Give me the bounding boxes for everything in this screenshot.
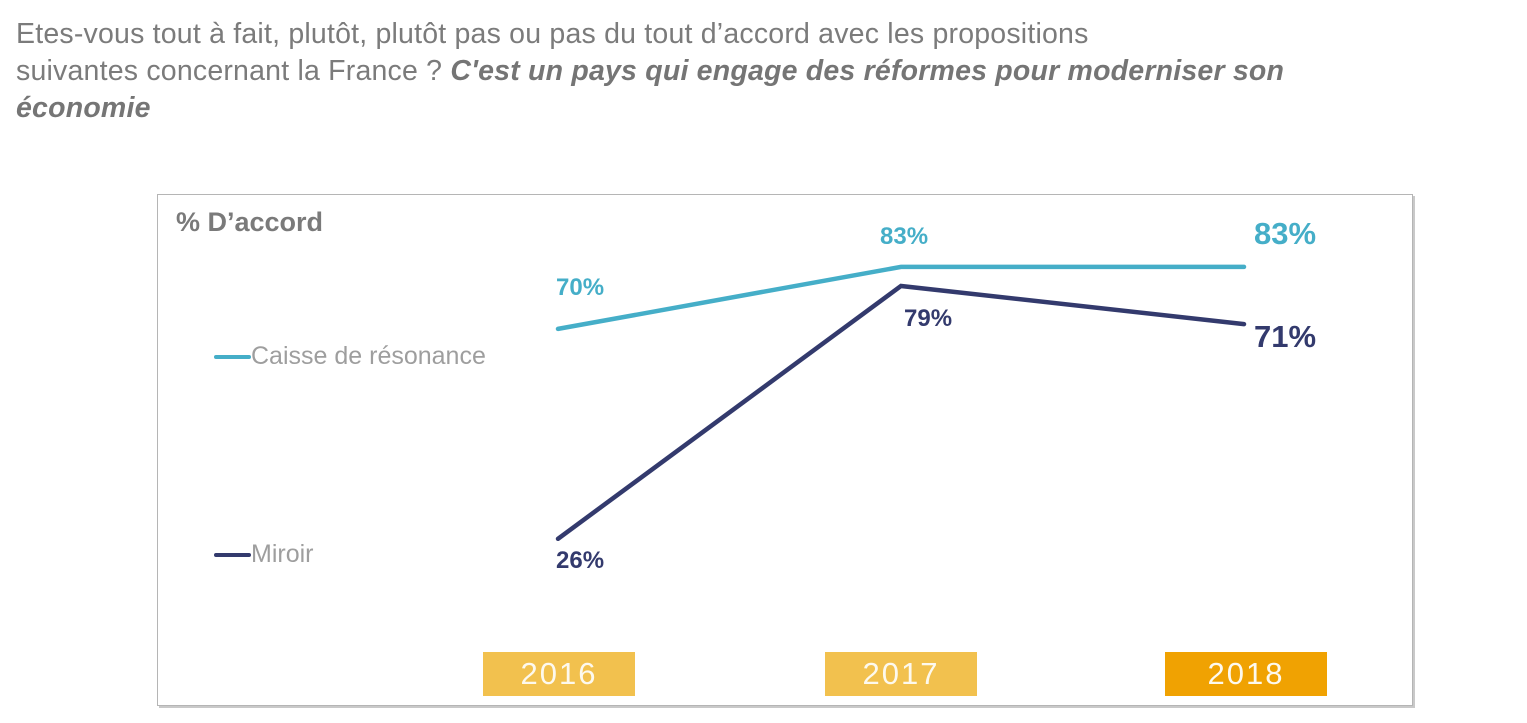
data-label-miroir-2017: 79% <box>904 305 953 332</box>
legend-label: Caisse de résonance <box>251 342 486 370</box>
survey-question-line1: Etes-vous tout à fait, plutôt, plutôt pa… <box>16 16 1521 53</box>
survey-question-emphasis: C'est un pays qui engage des réformes po… <box>450 55 1285 87</box>
line-chart <box>555 264 1247 542</box>
survey-question-line3: économie <box>16 90 1521 127</box>
survey-question-text: Etes-vous tout à fait, plutôt, plutôt pa… <box>16 18 1089 50</box>
data-label-miroir-2018: 71% <box>1254 319 1317 354</box>
chart-frame: % D’accord Caisse de résonance Miroir 70… <box>157 194 1413 706</box>
x-axis-label-2017: 2017 <box>825 652 977 696</box>
data-label-caisse-2017: 83% <box>880 223 929 250</box>
x-axis-label-2016: 2016 <box>483 652 635 696</box>
survey-question-line2: suivantes concernant la France ? C'est u… <box>16 53 1521 90</box>
chart-unit-label: % D’accord <box>176 207 324 237</box>
x-axis-label-2018: 2018 <box>1165 652 1327 696</box>
legend-line-swatch-teal <box>214 354 251 359</box>
legend-item-miroir: Miroir <box>214 540 314 569</box>
data-label-caisse-2018: 83% <box>1254 216 1317 251</box>
legend-line-swatch-navy <box>214 552 251 557</box>
survey-question-text: suivantes concernant la France ? <box>16 55 451 87</box>
legend-label: Miroir <box>251 540 314 568</box>
survey-question-emphasis: économie <box>16 92 151 124</box>
legend-item-caisse-de-resonance: Caisse de résonance <box>214 342 486 371</box>
survey-question: Etes-vous tout à fait, plutôt, plutôt pa… <box>16 16 1521 127</box>
data-label-miroir-2016: 26% <box>556 547 605 574</box>
data-label-caisse-2016: 70% <box>556 274 605 301</box>
